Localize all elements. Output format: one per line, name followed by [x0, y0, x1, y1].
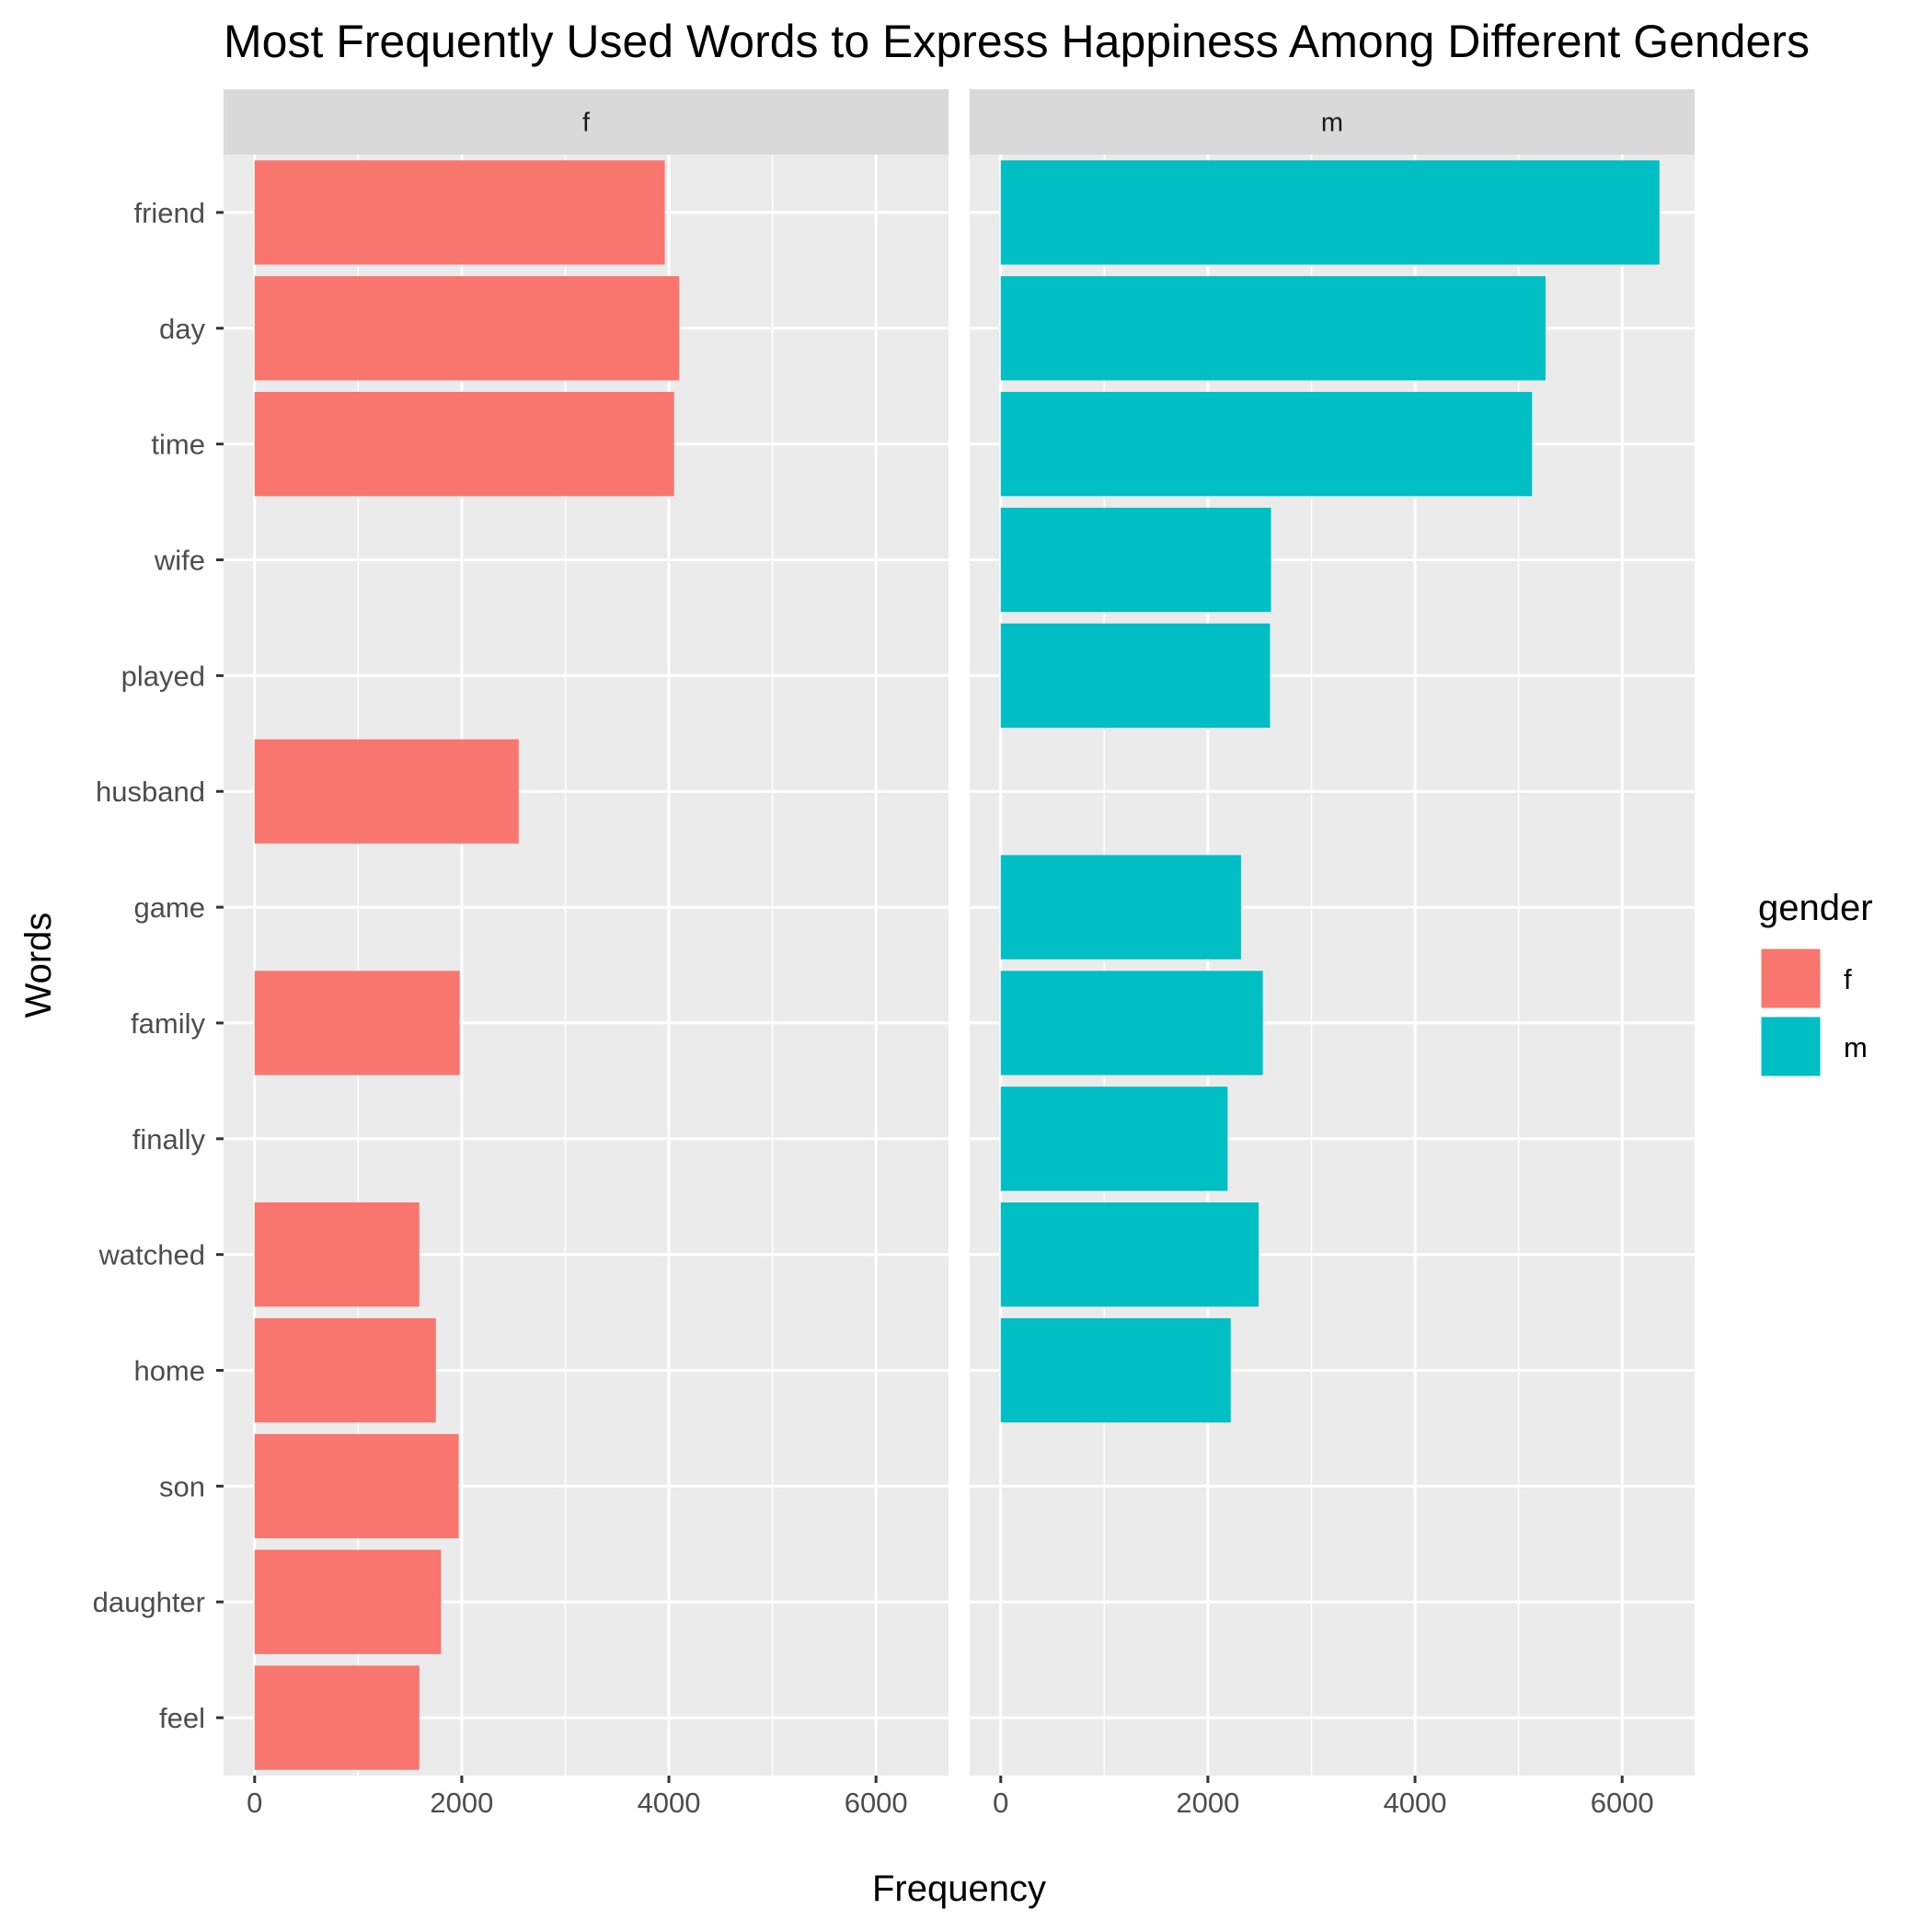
bar-f-watched	[254, 1202, 420, 1307]
x-tick-label: 2000	[1176, 1787, 1239, 1819]
chart-title: Most Frequently Used Words to Express Ha…	[224, 16, 1810, 67]
y-tick-label: played	[121, 660, 205, 692]
bar-f-home	[254, 1317, 436, 1423]
legend-key-f	[1758, 946, 1823, 1011]
bar-m-wife	[1000, 507, 1271, 613]
y-axis-title: Words	[18, 913, 59, 1018]
bar-m-time	[1000, 392, 1533, 497]
y-tick-label: feel	[159, 1702, 205, 1734]
legend: gender f m	[1758, 888, 1873, 1079]
x-axis-title: Frequency	[872, 1869, 1046, 1909]
bar-m-game	[1000, 855, 1241, 960]
bar-f-husband	[254, 739, 519, 844]
y-tick-label: game	[133, 891, 205, 924]
bar-m-home	[1000, 1317, 1231, 1423]
y-axis: friend day time wife played husband game family…	[93, 197, 224, 1734]
x-tick-label: 6000	[845, 1787, 908, 1819]
bar-m-finally	[1000, 1087, 1228, 1191]
bar-f-friend	[254, 160, 665, 265]
y-tick-label: son	[159, 1470, 205, 1502]
facet-strip-label: m	[1321, 109, 1343, 138]
facet-panel-m: m 0 2000 4000 6000	[970, 89, 1695, 1819]
y-tick-label: day	[159, 313, 205, 345]
facet-strip-m	[970, 89, 1695, 155]
y-tick-label: time	[151, 429, 205, 461]
facet-panels: f 0 2000 4000 6000 m 0 2000 4000 6000	[224, 89, 1695, 1819]
x-tick-label: 0	[247, 1787, 262, 1819]
legend-key-m	[1758, 1014, 1823, 1079]
bar-f-day	[254, 276, 680, 381]
facet-strip-label: f	[582, 109, 591, 138]
bar-m-watched	[1000, 1202, 1259, 1307]
bar-f-time	[254, 392, 674, 497]
bar-f-son	[254, 1433, 459, 1538]
legend-label-m: m	[1844, 1031, 1868, 1064]
x-tick-label: 0	[993, 1787, 1008, 1819]
bar-m-friend	[1000, 160, 1660, 265]
y-tick-label: daughter	[93, 1586, 205, 1618]
bar-f-daughter	[254, 1549, 442, 1654]
bar-f-feel	[254, 1665, 420, 1770]
bar-f-family	[254, 971, 460, 1075]
y-tick-label: wife	[154, 545, 205, 577]
bar-m-played	[1000, 623, 1271, 728]
legend-label-f: f	[1844, 963, 1852, 995]
facet-panel-f: f 0 2000 4000 6000	[224, 89, 949, 1819]
bar-m-day	[1000, 276, 1546, 381]
facet-strip-f	[224, 89, 949, 155]
y-tick-label: friend	[133, 197, 205, 229]
y-tick-label: husband	[96, 776, 205, 808]
legend-title: gender	[1758, 888, 1873, 928]
y-tick-label: home	[133, 1355, 205, 1387]
x-tick-label: 6000	[1591, 1787, 1654, 1819]
x-tick-label: 4000	[638, 1787, 701, 1819]
bar-m-family	[1000, 971, 1263, 1075]
x-tick-label: 4000	[1384, 1787, 1447, 1819]
y-tick-label: finally	[132, 1123, 206, 1156]
y-tick-label: watched	[98, 1239, 205, 1271]
y-tick-label: family	[131, 1007, 205, 1040]
x-tick-label: 2000	[430, 1787, 493, 1819]
